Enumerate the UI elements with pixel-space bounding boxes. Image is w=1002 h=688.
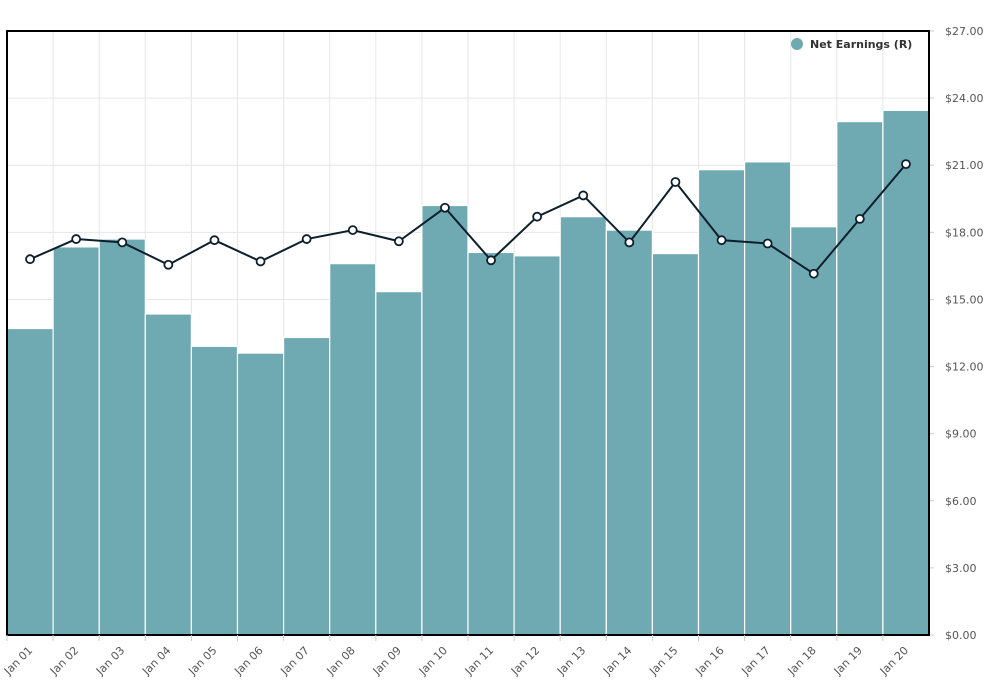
- bar[interactable]: [236, 352, 285, 636]
- bar[interactable]: [375, 291, 423, 636]
- legend: Net Earnings (R): [791, 38, 912, 51]
- line-point[interactable]: [808, 268, 819, 279]
- line-point[interactable]: [393, 236, 404, 247]
- y-tick-label: $18.00: [945, 226, 984, 239]
- bar[interactable]: [421, 204, 469, 636]
- bar[interactable]: [98, 238, 146, 636]
- y-tick-label: $24.00: [945, 92, 984, 105]
- x-tick-label: Jan 17: [739, 644, 773, 678]
- bar[interactable]: [283, 336, 331, 636]
- bar-layer: [6, 109, 930, 636]
- bar[interactable]: [190, 345, 239, 636]
- x-tick-label: Jan 05: [185, 644, 219, 678]
- x-tick-label: Jan 02: [47, 644, 81, 678]
- x-tick-label: Jan 04: [139, 644, 173, 678]
- bar[interactable]: [605, 229, 653, 636]
- line-point[interactable]: [486, 255, 496, 266]
- bar[interactable]: [882, 109, 930, 636]
- x-tick-label: Jan 14: [600, 644, 634, 678]
- x-tick-label: Jan 20: [877, 644, 911, 678]
- bar[interactable]: [651, 252, 700, 636]
- line-point[interactable]: [209, 235, 220, 246]
- bar[interactable]: [836, 120, 884, 636]
- x-tick-label: Jan 07: [278, 644, 312, 678]
- line-point[interactable]: [71, 234, 82, 244]
- bar[interactable]: [467, 251, 515, 636]
- line-layer: [25, 159, 911, 279]
- y-tick-label: $27.00: [945, 25, 984, 38]
- x-tick-label: Jan 03: [93, 644, 127, 678]
- bar[interactable]: [52, 246, 100, 636]
- y-tick-label: $21.00: [945, 159, 984, 172]
- y-tick-label: $0.00: [945, 629, 977, 642]
- line-point[interactable]: [117, 237, 128, 248]
- x-tick-label: Jan 10: [416, 644, 450, 678]
- line-point[interactable]: [762, 238, 773, 249]
- legend-label: Net Earnings (R): [810, 38, 912, 51]
- y-tick-label: $9.00: [945, 428, 977, 441]
- line-point[interactable]: [670, 177, 681, 187]
- line-point[interactable]: [624, 237, 635, 248]
- x-tick-label: Jan 19: [831, 644, 865, 678]
- line-point[interactable]: [301, 234, 312, 244]
- x-tick-label: Jan 12: [508, 644, 542, 678]
- bar[interactable]: [6, 327, 54, 636]
- bar[interactable]: [790, 226, 838, 636]
- line-point[interactable]: [578, 190, 589, 201]
- x-tick-label: Jan 13: [554, 644, 588, 678]
- line-point[interactable]: [25, 254, 35, 265]
- bar[interactable]: [697, 169, 746, 636]
- x-tick-label: Jan 18: [785, 644, 819, 678]
- bar[interactable]: [513, 255, 561, 636]
- series-line: [29, 163, 907, 276]
- bar[interactable]: [144, 313, 193, 636]
- line-point[interactable]: [901, 159, 911, 170]
- x-tick-label: Jan 06: [231, 644, 265, 678]
- x-tick-label: Jan 15: [646, 644, 680, 678]
- line-point[interactable]: [716, 235, 727, 246]
- line-point[interactable]: [255, 256, 266, 267]
- legend-marker: [791, 38, 803, 50]
- x-tick-label: Jan 09: [370, 644, 404, 678]
- y-tick-label: $6.00: [945, 495, 977, 508]
- x-tick-label: Jan 08: [324, 644, 358, 678]
- line-point[interactable]: [163, 259, 174, 270]
- bar[interactable]: [559, 216, 607, 636]
- x-tick-label: Jan 16: [692, 644, 726, 678]
- line-point[interactable]: [440, 202, 450, 213]
- y-tick-label: $12.00: [945, 361, 984, 374]
- line-point[interactable]: [854, 214, 865, 224]
- line-point[interactable]: [532, 211, 543, 222]
- x-tick-label: Jan 01: [1, 644, 35, 678]
- bar[interactable]: [329, 263, 377, 636]
- x-tick-label: Jan 11: [462, 644, 496, 678]
- y-tick-label: $3.00: [945, 562, 977, 575]
- bar[interactable]: [743, 161, 792, 636]
- y-tick-label: $15.00: [945, 293, 984, 306]
- line-point[interactable]: [347, 225, 358, 235]
